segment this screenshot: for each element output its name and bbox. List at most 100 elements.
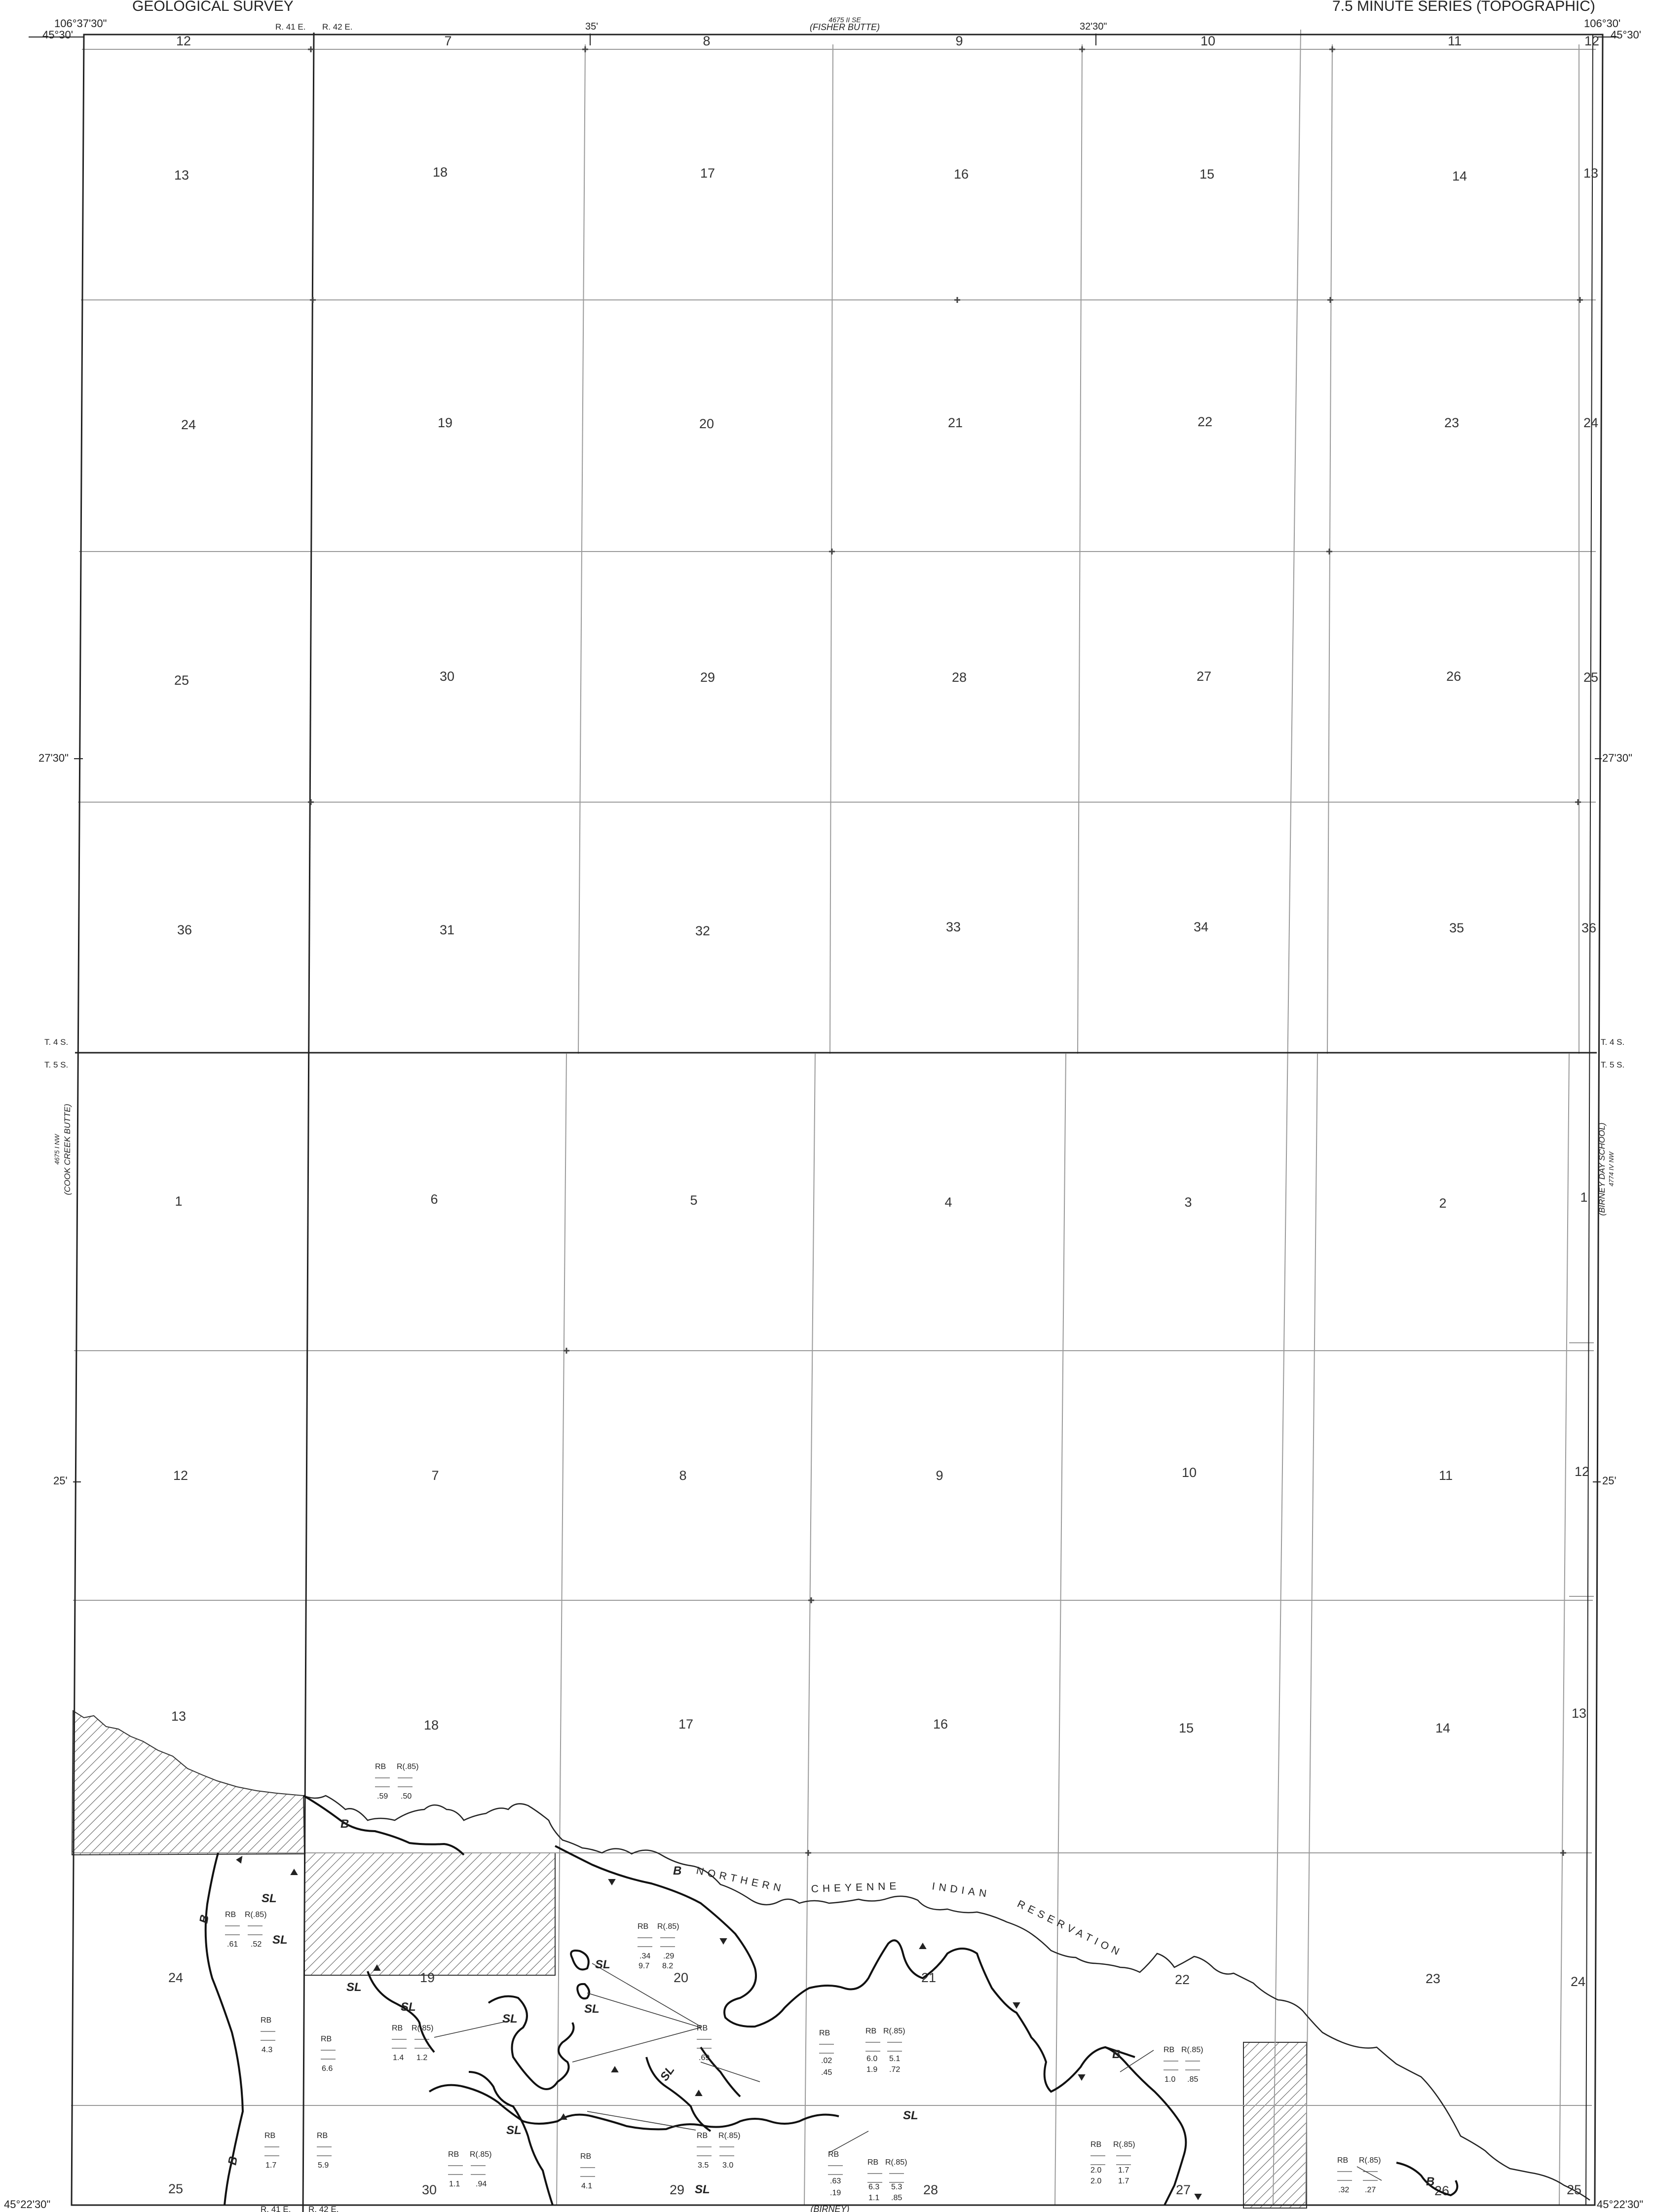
section-number: 23 — [1426, 1971, 1440, 1986]
sample-code: R(.85) — [657, 1922, 679, 1931]
sample-block: RB R(.85) 1.1 .94 — [448, 2150, 491, 2188]
section-numbers: 12 7 8 9 10 11 12 13 18 17 16 15 14 24 1… — [168, 34, 1599, 2198]
lon-tick-35: 35' — [585, 21, 598, 32]
sample-code: R(.85) — [1181, 2046, 1203, 2054]
section-number: 18 — [424, 1718, 439, 1733]
sample-value: .59 — [377, 1792, 388, 1801]
code-label: SL — [903, 2109, 918, 2122]
section-number: 1 — [1580, 1190, 1587, 1205]
sample-value: 8.2 — [662, 1962, 673, 1970]
section-number: 7 — [444, 34, 451, 48]
lat-2730-right: 27'30" — [1602, 752, 1632, 764]
sample-code: R(.85) — [885, 2158, 907, 2167]
sample-value: 1.4 — [393, 2054, 404, 2062]
section-number: 4 — [944, 1195, 952, 1210]
sl-creek — [645, 2057, 712, 2132]
section-number: 12 — [1575, 1464, 1589, 1479]
section-number: 24 — [181, 417, 196, 432]
sample-block: RB R(.85) .59 .50 — [375, 1763, 418, 1801]
sample-value: .32 — [1338, 2186, 1349, 2194]
sample-value: 5.1 — [889, 2055, 900, 2063]
section-number: 25 — [174, 673, 189, 688]
section-number: 33 — [946, 920, 961, 934]
section-number: 14 — [1452, 169, 1467, 184]
burn-line-west — [204, 1852, 244, 2206]
sample-value: .85 — [891, 2194, 902, 2202]
sample-value: 9.7 — [639, 1962, 649, 1970]
sample-code: R(.85) — [470, 2150, 491, 2159]
sample-block: RB .69 — [697, 2024, 712, 2062]
section-number: 36 — [177, 922, 192, 937]
dip-arrows — [236, 1856, 1202, 2200]
sample-value: 1.7 — [1118, 2166, 1129, 2175]
sample-block: RB R(.85) .32 .27 — [1337, 2156, 1381, 2194]
sample-code: RB — [828, 2150, 839, 2159]
lon-left-label: 106°37'30" — [54, 17, 107, 30]
section-number: 16 — [933, 1717, 948, 1732]
section-number: 24 — [1571, 1974, 1585, 1989]
township-left-upper: T. 4 S. — [44, 1037, 68, 1047]
section-number: 11 — [1439, 1468, 1453, 1483]
neatline-ticks — [29, 34, 1618, 1482]
section-number: 23 — [1444, 415, 1459, 430]
sample-value: 1.2 — [416, 2054, 427, 2062]
reservation-word: RESERVATION — [1015, 1898, 1125, 1959]
lon-tick-3230: 32'30" — [1080, 21, 1107, 32]
section-number: 19 — [438, 415, 452, 430]
section-number: 28 — [923, 2182, 938, 2197]
sample-code: RB — [580, 2152, 591, 2161]
neatline — [71, 34, 1604, 2206]
section-number: 26 — [1446, 669, 1461, 684]
adjoining-top-code: 4675 II SE — [828, 16, 861, 24]
sample-block: RB R(.85) 6.3 5.3 1.1 .85 — [867, 2158, 907, 2202]
sample-value: 5.9 — [318, 2161, 329, 2170]
sample-value: 1.1 — [868, 2194, 879, 2202]
sample-code: RB — [225, 1911, 236, 1919]
sample-value: 2.0 — [1090, 2166, 1101, 2175]
sample-block: RB R(.85) 1.4 1.2 — [392, 2024, 433, 2062]
section-grid — [71, 29, 1596, 2206]
lat-bottom-left: 45°22'30" — [4, 2198, 50, 2211]
section-number: 22 — [1198, 414, 1212, 429]
sample-value: .45 — [821, 2068, 832, 2077]
sample-value: 4.3 — [262, 2046, 272, 2054]
section-number: 13 — [1583, 166, 1598, 181]
sample-code: RB — [697, 2132, 708, 2140]
sample-blocks: RB R(.85) .59 .50 RB R(.85) .61 .52 RB R… — [225, 1763, 1381, 2202]
sample-value: .34 — [639, 1952, 650, 1960]
code-label: SL — [595, 1958, 610, 1971]
sample-value: .50 — [401, 1792, 412, 1801]
section-number: 17 — [700, 166, 715, 181]
sample-value: 4.1 — [581, 2182, 592, 2190]
adjoining-right-code: 4774 IV NW — [1608, 1151, 1615, 1186]
section-number: 27 — [1197, 669, 1211, 684]
sample-code: RB — [638, 1922, 648, 1931]
sample-code: RB — [392, 2024, 403, 2032]
section-number: 36 — [1581, 921, 1596, 935]
sample-value: 3.5 — [698, 2161, 709, 2170]
code-label: B — [226, 2155, 240, 2166]
sample-value: .52 — [251, 1940, 262, 1949]
sample-code: RB — [865, 2027, 876, 2035]
sample-value: .69 — [699, 2054, 710, 2062]
sl-line-1 — [367, 1971, 435, 2053]
section-number: 11 — [1448, 34, 1462, 48]
sample-value: .61 — [227, 1940, 238, 1949]
sample-value: .02 — [821, 2057, 832, 2065]
sample-block: RB R(.85) .61 .52 — [225, 1911, 266, 1949]
township-left-lower: T. 5 S. — [44, 1060, 68, 1069]
section-number: 3 — [1184, 1195, 1192, 1210]
sample-code: RB — [1337, 2156, 1348, 2165]
sample-value: 1.7 — [265, 2161, 276, 2170]
sample-code: RB — [448, 2150, 459, 2159]
sample-block: RB .63 .19 — [828, 2150, 843, 2197]
lat-bottom-right: 45°22'30" — [1597, 2198, 1643, 2211]
section-number: 31 — [440, 922, 454, 937]
section-corner-markers — [308, 46, 1583, 1856]
section-number: 25 — [168, 2181, 183, 2196]
adjoining-top-name: (FISHER BUTTE) — [810, 22, 880, 32]
code-label: B — [197, 1914, 212, 1924]
township-right-lower: T. 5 S. — [1601, 1060, 1624, 1069]
sample-value: 1.9 — [866, 2065, 877, 2074]
